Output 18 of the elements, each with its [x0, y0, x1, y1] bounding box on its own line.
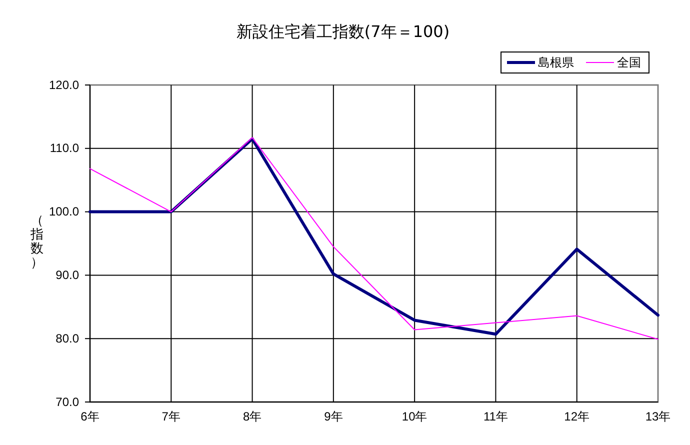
x-tick-label: 6年: [80, 410, 100, 424]
x-tick-label: 7年: [162, 410, 180, 424]
y-tick-label: 110.0: [50, 141, 80, 156]
y-tick-label: 90.0: [56, 268, 80, 282]
legend-label: 島根県: [538, 56, 574, 70]
y-tick-label: 120.0: [48, 78, 80, 92]
y-axis-title: （指数）: [30, 214, 44, 270]
x-tick-label: 10年: [402, 410, 428, 424]
y-tick-label: 70.0: [56, 394, 80, 409]
x-tick-label: 8年: [242, 410, 262, 424]
x-tick-label: 12年: [564, 410, 590, 424]
chart-title: 新設住宅着工指数(7年＝100): [236, 22, 450, 41]
y-tick-label: 100.0: [48, 204, 80, 219]
x-tick-label: 13年: [645, 410, 671, 424]
x-tick-label: 9年: [324, 410, 343, 424]
legend-label: 全国: [617, 56, 641, 70]
x-tick-label: 11年: [483, 410, 508, 424]
y-tick-label: 80.0: [56, 331, 80, 346]
